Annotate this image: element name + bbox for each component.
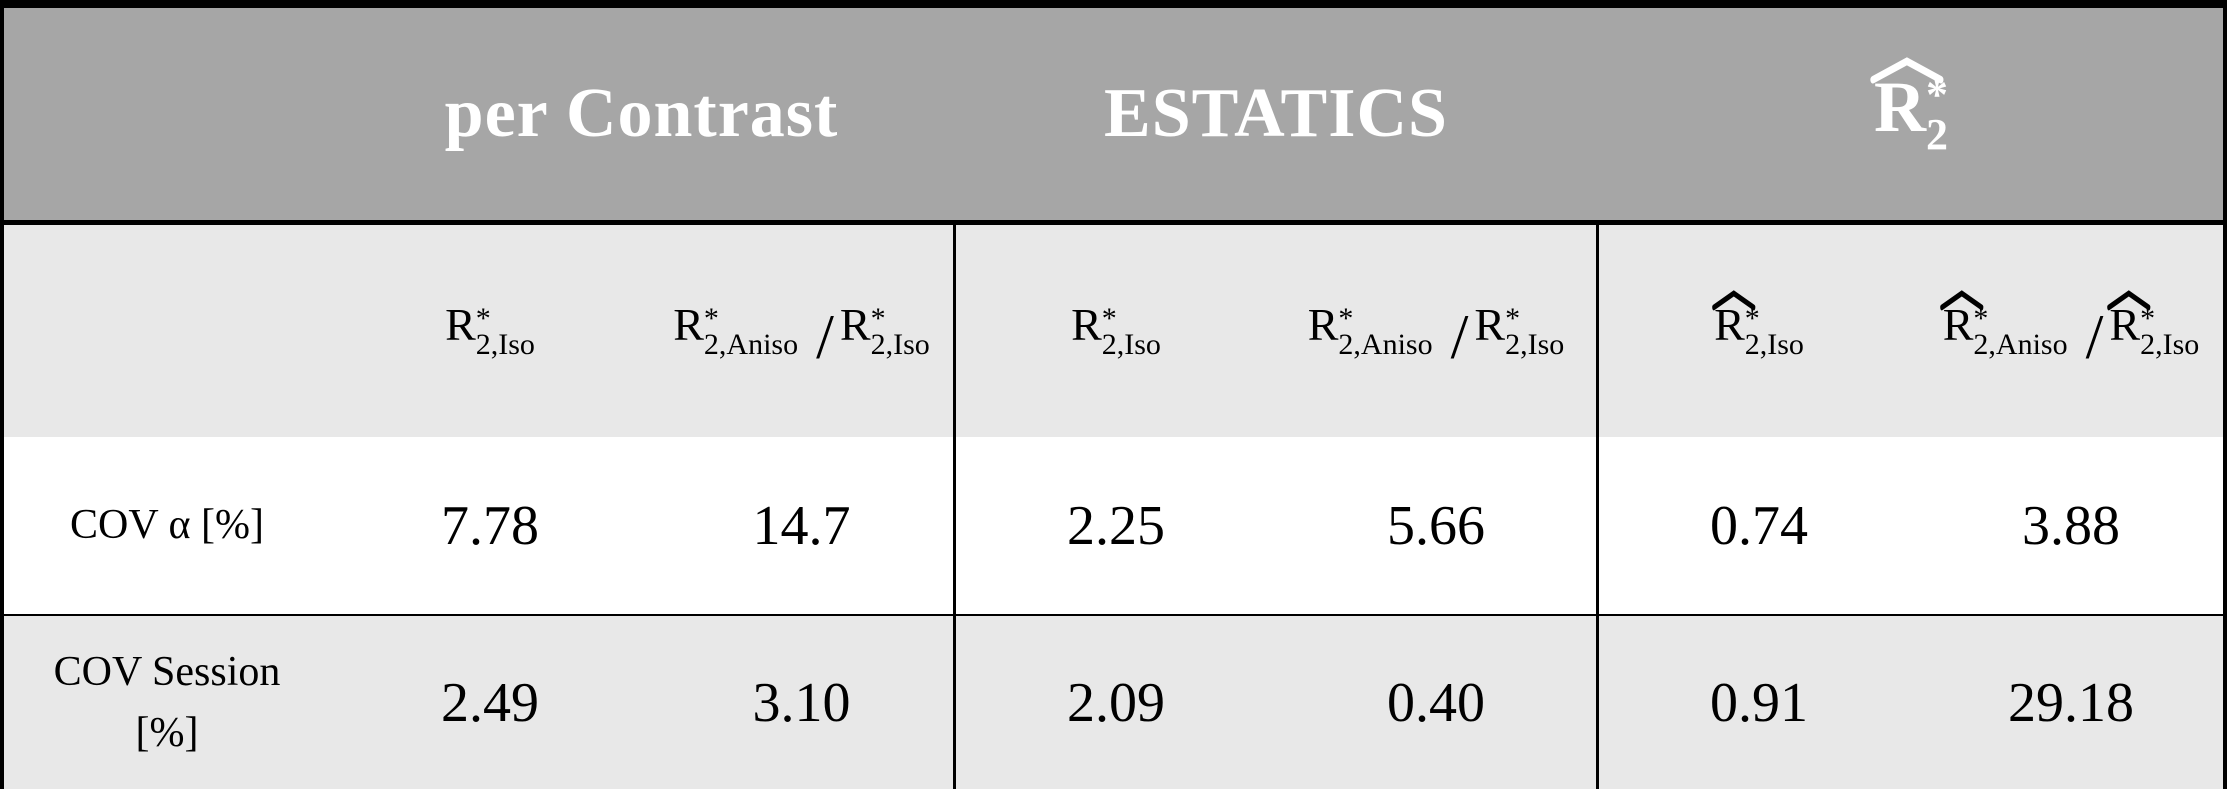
math-superscript: *	[1338, 302, 1354, 335]
math-superscript: *	[1926, 70, 1948, 119]
math-superscript: *	[1744, 302, 1760, 335]
math-base: R	[1307, 299, 1339, 350]
math-base: R	[1474, 299, 1506, 350]
table-row-cov-session: COV Session [%] 2.49 3.10 2.09 0.40 0.91…	[4, 616, 2223, 789]
value-cell: 3.88	[1919, 437, 2223, 614]
column-header-estatics-r2iso: R * 2,Iso	[953, 225, 1276, 437]
math-r2star-hat-iso: R * 2,Iso	[1711, 290, 1804, 361]
value: 0.74	[1710, 494, 1808, 557]
math-r2star-hat-iso: R * 2,Iso	[2107, 290, 2200, 361]
header-group-r2star-hat: R * 2	[1596, 8, 2223, 220]
math-base: R	[673, 299, 704, 350]
math-subscript: 2,Iso	[870, 328, 930, 361]
value: 3.10	[752, 671, 851, 734]
column-header-r2hat-r2iso: R * 2,Iso	[1596, 225, 1919, 437]
column-header-estatics-ratio: R * 2,Aniso / R * 2,Iso	[1276, 225, 1596, 437]
subheader-spacer-cell	[4, 225, 330, 437]
math-subscript: 2,Iso	[1744, 328, 1804, 361]
slash-separator: /	[2085, 301, 2104, 372]
value: 2.09	[1067, 671, 1165, 734]
value: 29.18	[2008, 671, 2134, 734]
math-base: R	[1874, 67, 1926, 147]
widehat-accent	[1870, 57, 1944, 84]
math-subscript: 2,Iso	[1101, 328, 1161, 361]
widehat-accent	[2107, 290, 2151, 311]
row-label-cell: COV α [%]	[4, 437, 330, 614]
math-superscript: *	[1101, 302, 1117, 335]
math-base: R	[1071, 299, 1102, 350]
header-group-label: per Contrast	[444, 75, 839, 152]
math-subscript: 2,Aniso	[1338, 328, 1433, 361]
header-group-estatics: ESTATICS	[953, 8, 1596, 220]
math-r2star-iso: R * 2,Iso	[840, 302, 930, 360]
math-r2star-hat: R * 2	[1870, 57, 1948, 159]
value: 14.7	[752, 494, 851, 557]
math-superscript: *	[1505, 302, 1521, 335]
math-subscript: 2,Iso	[1505, 328, 1565, 361]
widehat-accent	[1711, 290, 1755, 311]
math-r2star-aniso: R * 2,Aniso	[1308, 302, 1433, 360]
value-cell: 0.91	[1596, 616, 1919, 789]
math-r2star-iso: R * 2,Iso	[445, 302, 535, 360]
math-subscript: 2,Iso	[475, 328, 535, 361]
header-group-per-contrast: per Contrast	[330, 8, 953, 220]
math-subscript: 2,Iso	[2140, 328, 2200, 361]
value-cell: 3.10	[650, 616, 953, 789]
row-label-cell: COV Session [%]	[4, 616, 330, 789]
column-header-percontrast-ratio: R * 2,Aniso / R * 2,Iso	[650, 225, 953, 437]
math-superscript: *	[2140, 302, 2156, 335]
table-row-cov-alpha: COV α [%] 7.78 14.7 2.25 5.66 0.74 3.88	[4, 437, 2223, 616]
value-cell: 5.66	[1276, 437, 1596, 614]
value: 7.78	[441, 494, 539, 557]
value-cell: 0.74	[1596, 437, 1919, 614]
value-cell: 7.78	[330, 437, 650, 614]
row-label: COV α [%]	[70, 502, 264, 549]
math-superscript: *	[1973, 302, 1989, 335]
value-cell: 2.25	[953, 437, 1276, 614]
math-base: R	[839, 299, 871, 350]
header-group-label: ESTATICS	[1104, 75, 1448, 152]
slash-separator: /	[816, 301, 834, 372]
value-cell: 14.7	[650, 437, 953, 614]
math-r2star-iso: R * 2,Iso	[1474, 302, 1564, 360]
value-cell: 2.49	[330, 616, 650, 789]
column-header-r2hat-ratio: R * 2,Aniso / R * 2,Iso	[1919, 225, 2223, 437]
math-superscript: *	[475, 302, 491, 335]
value-cell: 29.18	[1919, 616, 2223, 789]
math-subscript: 2,Aniso	[1973, 328, 2068, 361]
math-subscript: 2,Aniso	[703, 328, 799, 361]
column-header-row: R * 2,Iso R * 2,Aniso / R * 2,Iso	[4, 225, 2223, 437]
widehat-accent	[1940, 290, 1984, 311]
value: 0.40	[1387, 671, 1485, 734]
math-r2star-aniso: R * 2,Aniso	[673, 302, 798, 360]
table-header-row: per Contrast ESTATICS R * 2	[4, 8, 2223, 225]
value: 2.25	[1067, 494, 1165, 557]
math-r2star-iso: R * 2,Iso	[1071, 302, 1161, 360]
value-cell: 0.40	[1276, 616, 1596, 789]
math-base: R	[1942, 299, 1974, 350]
row-label: COV Session [%]	[53, 648, 281, 756]
math-r2star-hat-aniso: R * 2,Aniso	[1940, 290, 2068, 361]
value-cell: 2.09	[953, 616, 1276, 789]
value: 3.88	[2022, 494, 2120, 557]
math-base: R	[445, 299, 476, 350]
column-header-percontrast-r2iso: R * 2,Iso	[330, 225, 650, 437]
slash-separator: /	[1450, 301, 1469, 372]
math-superscript: *	[870, 302, 886, 335]
value: 2.49	[441, 671, 539, 734]
value: 0.91	[1710, 671, 1808, 734]
math-subscript: 2	[1926, 110, 1948, 159]
math-superscript: *	[703, 302, 719, 335]
math-base: R	[1714, 299, 1745, 350]
math-base: R	[2109, 299, 2141, 350]
value: 5.66	[1387, 494, 1485, 557]
header-spacer-cell	[4, 8, 330, 220]
